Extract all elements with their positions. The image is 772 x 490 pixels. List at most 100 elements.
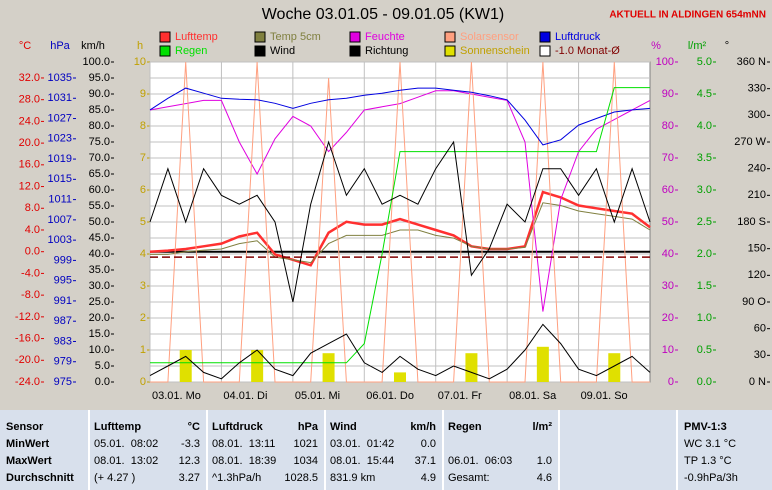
separator xyxy=(324,410,326,490)
y-tick-label: 3.0 xyxy=(697,184,712,196)
y-tick-label: 1.5 xyxy=(697,280,712,292)
table-cell: 1.0 xyxy=(536,455,552,467)
table-cell: 08.01. 13:11 xyxy=(212,438,276,450)
legend-swatch xyxy=(159,45,171,57)
y-tick-label: 0.0 xyxy=(697,376,712,388)
y-tick-label: 20 xyxy=(662,312,674,324)
y-tick-label: 65.0 xyxy=(89,168,110,180)
y-tick-label: 1031 xyxy=(48,92,72,104)
y-tick-label: 50 xyxy=(662,216,674,228)
y-tick-label: 100 xyxy=(656,56,674,68)
legend-label: Sonnenschein xyxy=(460,45,530,57)
bar xyxy=(179,350,192,382)
y-tick-label: 32.0 xyxy=(19,72,40,84)
y-tick-label: 90 O xyxy=(742,296,766,308)
table-cell: 4.6 xyxy=(536,472,552,484)
y-tick-label: 240 xyxy=(748,163,766,175)
table-cell: Luftdruck xyxy=(212,421,263,433)
y-tick-label: 60 xyxy=(754,323,766,335)
table-cell: 03.01. 01:42 xyxy=(330,438,395,450)
y-tick-label: 40.0 xyxy=(89,248,110,260)
table-cell: -0.9hPa/3h xyxy=(684,472,738,484)
y-tick-label: 25.0 xyxy=(89,296,110,308)
table-cell: MinWert xyxy=(6,438,50,450)
data-line xyxy=(149,190,651,267)
y-tick-label: 10 xyxy=(662,344,674,356)
table-cell: (+ 4.27 ) xyxy=(94,472,136,484)
y-tick-label: 2.0 xyxy=(697,248,712,260)
legend-label: Luftdruck xyxy=(555,31,601,43)
y-tick-label: 28.0 xyxy=(19,94,40,106)
y-tick-label: 4.0 xyxy=(25,224,40,236)
bar xyxy=(536,346,549,382)
table-cell: 37.1 xyxy=(414,455,436,467)
table-cell: 1021 xyxy=(293,438,318,450)
y-tick-label: 1019 xyxy=(48,153,72,165)
y-tick-label: 270 W xyxy=(734,136,766,148)
y-tick-label: 16.0 xyxy=(19,159,40,171)
chart-title: Woche 03.01.05 - 09.01.05 (KW1) xyxy=(262,6,505,23)
table-cell: Gesamt: xyxy=(448,472,490,484)
y-tick-label: 1 xyxy=(140,344,146,356)
data-line xyxy=(149,323,651,380)
y-tick-label: 1023 xyxy=(48,133,72,145)
y-tick-label: 150 xyxy=(748,243,766,255)
x-tick-label: 07.01. Fr xyxy=(438,390,482,402)
legend-swatch xyxy=(254,31,266,43)
y-tick-label: 70 xyxy=(662,152,674,164)
y-tick-label: 10 xyxy=(134,56,146,68)
axis-unit: ° xyxy=(725,40,729,52)
table-cell: 1028.5 xyxy=(284,472,318,484)
axis-unit: °C xyxy=(19,40,31,52)
y-tick-label: 210 xyxy=(748,189,766,201)
data-line xyxy=(150,202,651,264)
legend-label: Regen xyxy=(175,45,207,57)
legend-swatch xyxy=(254,45,266,57)
table-cell: 12.3 xyxy=(178,455,200,467)
legend-label: Feuchte xyxy=(365,31,405,43)
y-tick-label: 5.0 xyxy=(697,56,712,68)
separator xyxy=(676,410,678,490)
y-tick-label: 9 xyxy=(140,88,146,100)
y-tick-label: 5.0 xyxy=(95,360,110,372)
separator xyxy=(558,410,560,490)
y-tick-label: 1035 xyxy=(48,72,72,84)
legend-label: Lufttemp xyxy=(175,31,218,43)
y-tick-label: 1027 xyxy=(48,112,72,124)
y-tick-label: 60.0 xyxy=(89,184,110,196)
bar xyxy=(251,350,264,382)
y-tick-label: 35.0 xyxy=(89,264,110,276)
legend-swatch xyxy=(159,31,171,43)
legend-label: Richtung xyxy=(365,45,408,57)
axis-unit: hPa xyxy=(50,40,70,52)
x-tick-label: 04.01. Di xyxy=(223,390,267,402)
separator xyxy=(442,410,444,490)
y-tick-label: 0.0 xyxy=(95,376,110,388)
y-tick-label: 60 xyxy=(662,184,674,196)
y-tick-label: 0.0 xyxy=(25,246,40,258)
y-tick-label: 975 xyxy=(54,376,72,388)
y-tick-label: 0 xyxy=(140,376,146,388)
y-tick-label: 1011 xyxy=(48,194,72,206)
y-tick-label: 1.0 xyxy=(697,312,712,324)
table-cell: 08.01. 18:39 xyxy=(212,455,277,467)
y-tick-label: 30.0 xyxy=(89,280,110,292)
legend-swatch xyxy=(349,45,361,57)
separator xyxy=(88,410,90,490)
legend-swatch xyxy=(349,31,361,43)
chart-subtitle: AKTUELL IN ALDINGEN 654mNN xyxy=(609,10,766,21)
table-cell: Wind xyxy=(330,421,357,433)
table-cell: Regen xyxy=(448,421,482,433)
y-tick-label: 120 xyxy=(748,269,766,281)
y-tick-label: 8 xyxy=(140,120,146,132)
y-tick-label: 75.0 xyxy=(89,136,110,148)
y-tick-label: 30 xyxy=(662,280,674,292)
legend-label: -1.0 Monat-Ø xyxy=(555,45,620,57)
bar xyxy=(608,353,621,382)
y-tick-label: 24.0 xyxy=(19,115,40,127)
y-tick-label: 90.0 xyxy=(89,88,110,100)
data-line xyxy=(150,87,650,364)
table-cell: hPa xyxy=(297,421,318,433)
table-cell: 4.9 xyxy=(420,472,436,484)
y-tick-label: 7 xyxy=(140,152,146,164)
